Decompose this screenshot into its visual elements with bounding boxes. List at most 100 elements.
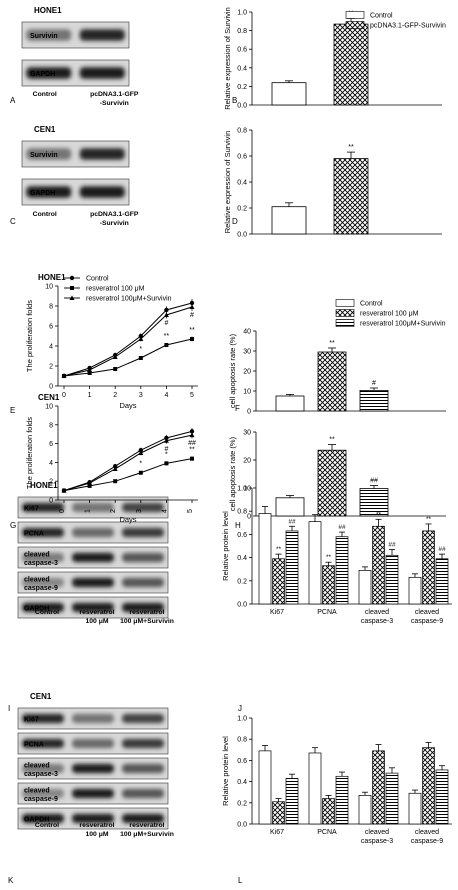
blot-band	[122, 502, 164, 513]
bar	[358, 795, 372, 825]
x-category-label: caspase-3	[361, 838, 393, 845]
bar	[272, 558, 285, 605]
y-tick-label: 10	[45, 284, 53, 291]
y-tick-label: 2	[49, 479, 53, 486]
bar	[275, 395, 305, 412]
blot-band	[22, 552, 64, 563]
significance-mark: **	[348, 144, 354, 151]
line-point-marker	[69, 295, 75, 300]
chart-title: HONE1	[38, 273, 66, 282]
line-point-marker	[87, 367, 93, 372]
legend-label: resveratrol 100μM+Survivin	[360, 321, 446, 328]
panel-letter: L	[238, 876, 243, 885]
legend-swatch	[335, 319, 355, 327]
blot-lane-label: -Survivin	[100, 100, 129, 107]
y-tick-label: 20	[243, 369, 251, 376]
bar	[308, 521, 322, 605]
y-tick-label: 0.2	[237, 206, 247, 213]
blot-band	[22, 713, 64, 724]
blot-band	[26, 148, 72, 160]
legend-label: resveratrol 100 μM	[86, 286, 145, 293]
blot-lane-label: 100 μM	[85, 618, 108, 625]
x-category-label: caspase-9	[411, 618, 443, 625]
significance-mark: #	[164, 320, 168, 327]
figure-layer: HONE1 Survivin GAPDH Control pcDNA3.1-GFP-Su…	[8, 6, 452, 885]
significance-mark: *	[139, 461, 142, 468]
bar	[308, 752, 322, 825]
blot-row-label: Survivin	[30, 33, 58, 40]
significance-mark: ##	[388, 541, 396, 548]
bar	[385, 554, 399, 605]
blot-row-label: caspase-9	[24, 585, 58, 592]
blot-band	[26, 186, 72, 198]
line-point-marker	[138, 356, 143, 360]
x-category-label: cleaved	[365, 609, 389, 616]
blot-row-label: caspase-3	[24, 560, 58, 567]
line-point-marker	[138, 450, 144, 455]
bar	[372, 525, 385, 605]
significance-mark: *	[139, 346, 142, 353]
blot-lane-label: 100 μM+Survivin	[120, 831, 174, 838]
blot-band	[72, 602, 114, 613]
significance-mark: **	[164, 333, 170, 340]
line-point-marker	[87, 371, 92, 375]
y-axis-title: Relative expression of Survivin	[223, 131, 232, 234]
bar	[435, 558, 449, 605]
y-tick-label: 6	[49, 324, 53, 331]
panel-letter: B	[232, 96, 237, 105]
bar	[422, 530, 435, 605]
blot-lane-label: resveratrol	[79, 609, 114, 616]
blot-band	[22, 738, 64, 749]
legend-label: Control	[360, 301, 383, 308]
y-tick-label: 10	[45, 404, 53, 411]
significance-mark: ##	[338, 524, 346, 531]
bar	[258, 750, 272, 825]
blot-band	[72, 813, 114, 824]
blot-band	[72, 502, 114, 513]
panel-letter: I	[8, 704, 10, 713]
blot-band	[122, 788, 164, 799]
bar	[271, 206, 307, 235]
y-axis-title: Relative protein level	[221, 511, 230, 581]
y-tick-label: 6	[49, 441, 53, 448]
significance-mark: **	[376, 511, 382, 518]
blot-band	[72, 527, 114, 538]
y-tick-label: 30	[243, 349, 251, 356]
panel-letter: K	[8, 876, 14, 885]
chart-panel-b: 0.0 0.2 0.4 0.6 0.8 1.0 Relative expression of…	[223, 7, 446, 110]
blot-row-label: PCNA	[24, 531, 44, 538]
blot-row-label: caspase-3	[24, 771, 58, 778]
significance-mark: *	[165, 451, 168, 458]
chart-title: CEN1	[38, 393, 60, 402]
significance-mark: ##	[438, 546, 446, 553]
line-point-marker	[112, 354, 118, 359]
bar	[335, 536, 349, 605]
y-tick-label: 20	[243, 458, 251, 465]
blot-row-label: caspase-9	[24, 796, 58, 803]
y-tick-label: 0	[49, 384, 53, 391]
x-category-label: caspase-9	[411, 838, 443, 845]
blot-row-label: PCNA	[24, 742, 44, 749]
bar	[322, 798, 335, 825]
y-tick-label: 0.0	[237, 602, 247, 609]
blot-row-label: cleaved	[24, 576, 50, 583]
bar	[435, 769, 449, 825]
blot-cell-line-label: HONE1	[34, 6, 62, 15]
blot-row-label: GAPDH	[30, 190, 55, 197]
y-tick-label: 0.0	[237, 232, 247, 239]
blot-band	[22, 527, 64, 538]
line-point-marker	[164, 307, 169, 313]
y-tick-label: 0.8	[237, 509, 247, 516]
legend-label: pcDNA3.1-GFP-Survivin	[370, 23, 446, 30]
y-tick-label: 0.4	[237, 65, 247, 72]
line-point-marker	[190, 337, 194, 341]
bar	[272, 801, 285, 825]
panel-letter: J	[238, 704, 242, 713]
significance-mark: **	[189, 447, 195, 454]
x-tick-label: 0	[59, 509, 66, 513]
x-tick-label: 5	[190, 392, 194, 399]
bar	[322, 565, 335, 605]
blot-lane-label: 100 μM+Survivin	[120, 618, 174, 625]
bar	[258, 513, 272, 605]
y-tick-label: 0	[247, 514, 251, 521]
